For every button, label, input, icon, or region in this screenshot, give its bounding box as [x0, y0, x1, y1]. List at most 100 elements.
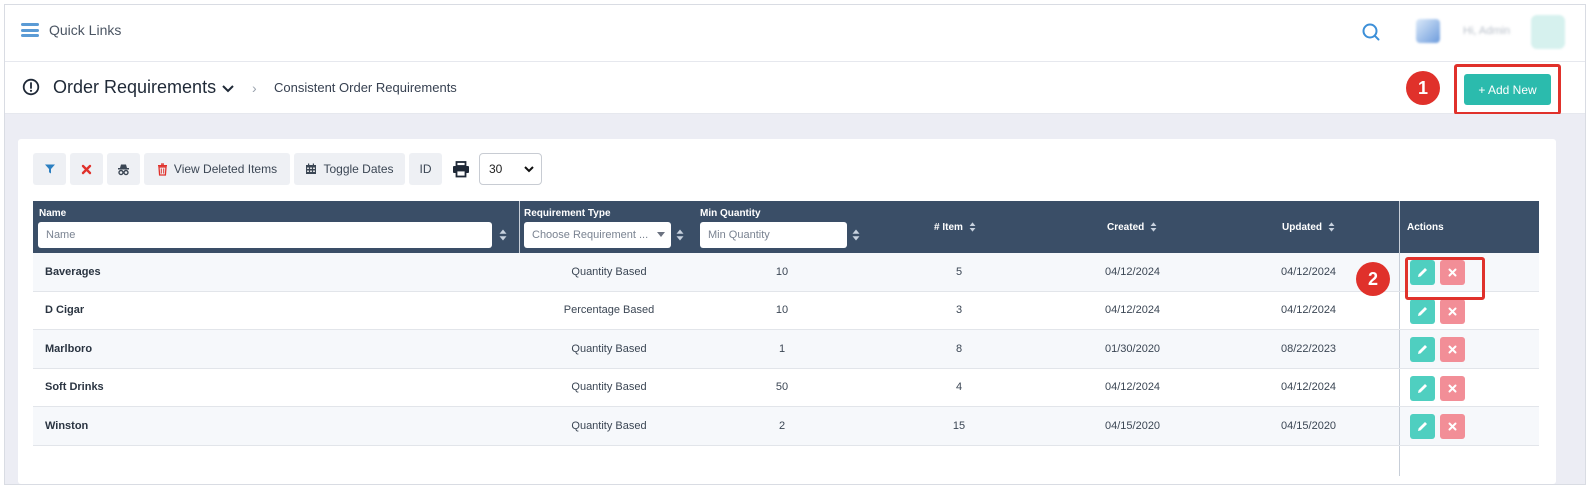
- pencil-icon: [1418, 306, 1427, 316]
- column-header-min-quantity: Min Quantity: [700, 208, 761, 219]
- column-header-created[interactable]: Created: [1107, 222, 1157, 233]
- close-icon: [1448, 384, 1457, 392]
- add-new-button[interactable]: + Add New: [1464, 74, 1551, 105]
- sort-icon: [1150, 222, 1157, 232]
- row-updated: 04/15/2020: [1281, 419, 1337, 432]
- view-deleted-button[interactable]: View Deleted Items: [144, 153, 290, 185]
- x-icon: [81, 164, 92, 174]
- table-row: Marlboro Quantity Based 1 8 01/30/2020 0…: [33, 330, 1539, 369]
- filter-icon: [44, 164, 55, 174]
- item-count-header-label: # Item: [934, 222, 963, 233]
- breadcrumb-separator: ›: [252, 80, 257, 96]
- column-divider: [1399, 201, 1400, 253]
- edit-button[interactable]: [1410, 260, 1435, 285]
- search-icon[interactable]: [1360, 21, 1382, 43]
- caret-down-icon: [657, 232, 665, 237]
- chevron-down-icon[interactable]: [221, 83, 235, 95]
- company-logo: [1416, 19, 1440, 43]
- column-divider: [1399, 253, 1400, 291]
- row-item-count: 4: [955, 381, 963, 394]
- delete-button[interactable]: [1440, 337, 1465, 362]
- top-bar: Quick Links Hi, Admin: [5, 5, 1585, 62]
- page-size-value: 30: [489, 162, 503, 176]
- edit-button[interactable]: [1410, 298, 1435, 324]
- sort-icon[interactable]: [499, 229, 507, 241]
- close-icon: [1448, 345, 1457, 354]
- delete-button[interactable]: [1440, 298, 1465, 324]
- avatar[interactable]: [1531, 15, 1565, 49]
- quick-links-link[interactable]: Quick Links: [49, 22, 122, 38]
- clear-filter-button[interactable]: [70, 153, 103, 185]
- sort-icon[interactable]: [676, 229, 684, 241]
- column-divider: [1399, 330, 1400, 368]
- close-icon: [1448, 268, 1457, 277]
- edit-button[interactable]: [1410, 414, 1435, 439]
- row-created: 04/12/2024: [1105, 304, 1161, 317]
- row-updated: 04/12/2024: [1281, 265, 1337, 278]
- table-row: D Cigar Percentage Based 10 3 04/12/2024…: [33, 291, 1539, 330]
- name-filter-input[interactable]: Name: [38, 222, 492, 248]
- sort-icon[interactable]: [852, 229, 860, 241]
- column-header-updated[interactable]: Updated: [1282, 222, 1335, 233]
- row-min-quantity: 1: [778, 342, 786, 355]
- updated-header-label: Updated: [1282, 222, 1322, 233]
- pencil-icon: [1418, 345, 1427, 354]
- filter-button[interactable]: [33, 153, 66, 185]
- row-updated: 04/12/2024: [1281, 304, 1337, 317]
- table-body: Baverages Quantity Based 10 5 04/12/2024…: [33, 253, 1539, 476]
- add-new-highlight: [1454, 64, 1561, 115]
- row-requirement-type: Quantity Based: [571, 381, 647, 394]
- row-min-quantity: 10: [775, 265, 789, 278]
- row-updated: 08/22/2023: [1281, 342, 1337, 355]
- row-created: 04/15/2020: [1105, 419, 1161, 432]
- column-header-item-count[interactable]: # Item: [934, 222, 976, 233]
- page-title[interactable]: Order Requirements: [53, 77, 217, 97]
- row-name: D Cigar: [45, 304, 85, 317]
- close-icon: [1448, 422, 1457, 431]
- requirements-table: Name Name Requirement Type Choose Requir…: [33, 201, 1539, 476]
- page-size-select[interactable]: 30: [479, 153, 542, 185]
- column-divider: [1399, 368, 1400, 406]
- incognito-button[interactable]: [107, 153, 140, 185]
- row-actions-highlight: [1405, 257, 1485, 300]
- content-area: View Deleted Items Toggle Dates ID 30: [5, 114, 1585, 484]
- requirement-type-filter-select[interactable]: Choose Requirement ...: [524, 222, 671, 248]
- table-card: View Deleted Items Toggle Dates ID 30: [18, 139, 1556, 484]
- user-greeting: Hi, Admin: [1463, 25, 1511, 37]
- pencil-icon: [1418, 422, 1427, 431]
- edit-button[interactable]: [1410, 375, 1435, 401]
- requirement-type-placeholder: Choose Requirement ...: [532, 229, 649, 241]
- row-name: Baverages: [45, 265, 101, 278]
- toggle-dates-label: Toggle Dates: [323, 162, 394, 176]
- min-quantity-filter-input[interactable]: Min Quantity: [700, 222, 847, 248]
- delete-button[interactable]: [1440, 375, 1465, 401]
- edit-button[interactable]: [1410, 337, 1435, 362]
- chevron-down-icon: [524, 166, 534, 173]
- table-empty-space: [33, 445, 1539, 476]
- created-header-label: Created: [1107, 222, 1145, 233]
- sort-icon: [969, 222, 976, 232]
- id-toggle-button[interactable]: ID: [409, 153, 442, 185]
- column-header-requirement-type: Requirement Type: [524, 208, 611, 219]
- toggle-dates-button[interactable]: Toggle Dates: [294, 153, 405, 185]
- row-name: Marlboro: [45, 342, 93, 355]
- row-item-count: 15: [952, 419, 966, 432]
- delete-button[interactable]: [1440, 260, 1465, 285]
- row-created: 04/12/2024: [1105, 265, 1161, 278]
- table-row: Soft Drinks Quantity Based 50 4 04/12/20…: [33, 368, 1539, 407]
- row-name: Soft Drinks: [45, 381, 104, 394]
- row-min-quantity: 10: [775, 304, 789, 317]
- row-min-quantity: 50: [775, 381, 789, 394]
- calendar-icon: [306, 163, 317, 174]
- print-icon: [453, 161, 469, 178]
- delete-button[interactable]: [1440, 414, 1465, 439]
- breadcrumb-current: Consistent Order Requirements: [274, 80, 457, 95]
- print-button[interactable]: [452, 161, 470, 178]
- step-marker-1: 1: [1406, 71, 1440, 105]
- row-requirement-type: Quantity Based: [571, 265, 647, 278]
- row-item-count: 8: [955, 342, 963, 355]
- row-created: 04/12/2024: [1105, 381, 1161, 394]
- hamburger-icon[interactable]: [21, 23, 39, 37]
- column-divider: [1399, 291, 1400, 329]
- column-divider: [519, 201, 520, 253]
